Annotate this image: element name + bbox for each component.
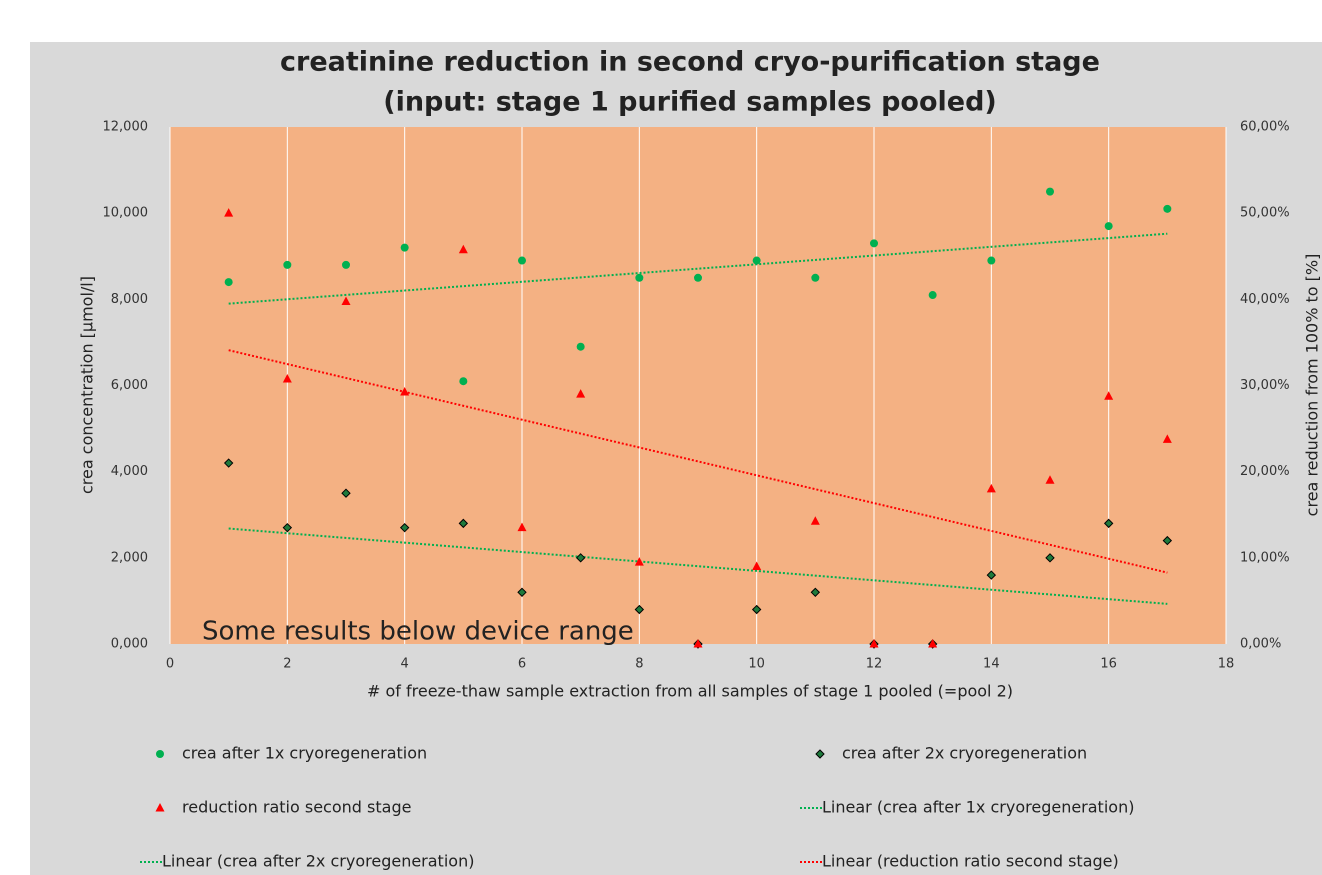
trendline xyxy=(228,349,1168,574)
chart-title: creatinine reduction in second cryo-puri… xyxy=(280,47,1100,78)
y-tick-label: 2,000 xyxy=(111,550,148,565)
data-point xyxy=(282,374,292,383)
data-point xyxy=(517,587,527,598)
legend-label: Linear (crea after 2x cryoregeneration) xyxy=(162,852,474,871)
data-point xyxy=(1045,553,1055,563)
data-point xyxy=(224,278,233,287)
y-axis-label: crea concentration [µmol/l] xyxy=(78,276,97,494)
x-tick-label: 0 xyxy=(166,657,174,672)
y2-tick-label: 10,00% xyxy=(1240,550,1290,565)
data-point xyxy=(223,458,234,468)
y2-tick-label: 0,00% xyxy=(1240,637,1281,652)
data-point xyxy=(869,639,879,648)
trendline xyxy=(228,527,1168,605)
data-point xyxy=(224,208,234,217)
data-point xyxy=(634,604,645,615)
data-point xyxy=(810,587,821,598)
data-point xyxy=(518,256,526,265)
x-tick-label: 16 xyxy=(1100,657,1117,672)
data-point xyxy=(986,483,996,493)
data-point xyxy=(752,256,761,265)
x-tick-label: 18 xyxy=(1218,657,1235,672)
x-tick-label: 10 xyxy=(748,657,765,672)
data-point xyxy=(635,273,644,282)
data-point xyxy=(575,553,586,563)
y2-tick-label: 30,00% xyxy=(1240,378,1290,393)
x-tick-label: 14 xyxy=(983,657,1000,672)
legend-marker xyxy=(155,803,165,812)
y2-tick-label: 40,00% xyxy=(1240,292,1290,307)
x-tick-label: 4 xyxy=(401,657,409,672)
data-point xyxy=(870,239,878,248)
legend-label: Linear (reduction ratio second stage) xyxy=(822,852,1119,871)
legend-label: crea after 1x cryoregeneration xyxy=(182,744,427,763)
data-point xyxy=(400,243,409,252)
data-point xyxy=(517,522,527,532)
y-tick-label: 0,000 xyxy=(111,637,148,652)
data-point xyxy=(811,273,820,282)
data-point xyxy=(986,570,997,580)
legend-label: Linear (crea after 1x cryoregeneration) xyxy=(822,798,1134,817)
x-tick-label: 8 xyxy=(635,657,643,672)
y2-tick-label: 20,00% xyxy=(1240,464,1290,479)
y-tick-label: 12,000 xyxy=(103,120,149,135)
data-point xyxy=(342,260,350,269)
y2-tick-label: 60,00% xyxy=(1240,120,1290,135)
chart-title: (input: stage 1 purified samples pooled) xyxy=(383,87,997,118)
data-point xyxy=(576,389,586,398)
y-tick-label: 8,000 xyxy=(111,292,148,307)
x-tick-label: 12 xyxy=(866,657,883,672)
legend-marker xyxy=(815,749,825,759)
y-tick-label: 6,000 xyxy=(111,378,148,393)
data-point xyxy=(1162,535,1173,546)
data-point xyxy=(1104,222,1113,231)
data-point xyxy=(752,561,762,570)
data-point xyxy=(751,604,762,615)
data-point xyxy=(928,639,938,648)
legend-marker xyxy=(156,750,164,758)
data-point xyxy=(634,557,644,566)
legend-label: reduction ratio second stage xyxy=(182,798,411,817)
data-point xyxy=(399,522,410,533)
annotation: Some results below device range xyxy=(202,617,634,647)
x-tick-label: 6 xyxy=(518,657,526,672)
data-point xyxy=(1162,434,1172,443)
legend-label: crea after 2x cryoregeneration xyxy=(842,744,1087,763)
data-point xyxy=(810,516,820,525)
y-tick-label: 4,000 xyxy=(111,464,148,479)
y-tick-label: 10,000 xyxy=(103,206,149,221)
data-point xyxy=(400,386,410,396)
data-point xyxy=(694,273,702,282)
x-axis-label: # of freeze-thaw sample extraction from … xyxy=(367,682,1013,701)
plot-area xyxy=(170,127,1226,644)
data-point xyxy=(1045,475,1055,484)
data-point xyxy=(1163,204,1172,213)
y2-tick-label: 50,00% xyxy=(1240,206,1290,221)
data-point xyxy=(987,256,996,265)
y2-axis-label: crea reduction from 100% to [%] xyxy=(1303,254,1322,517)
data-point xyxy=(1103,518,1114,529)
trendline xyxy=(228,232,1168,305)
data-point xyxy=(1104,391,1114,400)
data-point xyxy=(283,260,292,269)
x-tick-label: 2 xyxy=(283,657,291,672)
data-point xyxy=(576,342,585,351)
data-point xyxy=(282,522,293,533)
data-point xyxy=(341,488,351,498)
data-point xyxy=(693,639,703,648)
data-point xyxy=(459,377,468,386)
data-point xyxy=(458,518,469,529)
data-point xyxy=(458,244,468,254)
data-point xyxy=(928,291,937,300)
data-point xyxy=(341,296,351,305)
data-point xyxy=(1046,187,1054,196)
